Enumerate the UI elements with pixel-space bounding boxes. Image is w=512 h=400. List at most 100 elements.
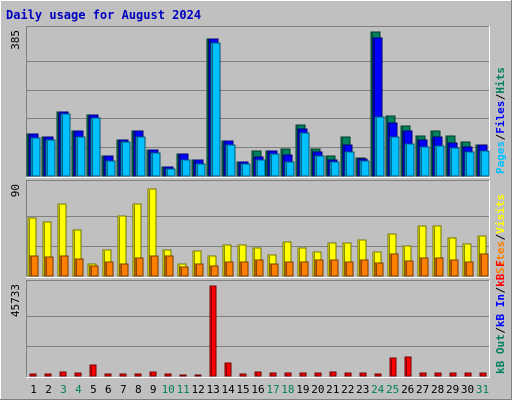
x-tick-label: 6 [105,383,112,396]
bar-kb-f [89,364,97,377]
panel-visits_sites: 90 Sites/Visits [9,180,507,278]
x-tick-label: 20 [311,383,324,396]
legend-item: Hits [494,67,507,94]
bar-kb-f [269,372,277,377]
bar-pages [374,116,385,177]
x-tick-label: 11 [177,383,190,396]
bar-kb-f [194,374,202,377]
bar-sites [254,259,264,277]
bar-kb-f [359,372,367,377]
bar-kb-f [314,372,322,377]
bar-kb-f [209,285,217,377]
x-tick-label: 31 [476,383,489,396]
legend-separator: / [494,287,507,294]
x-tick-label: 17 [266,383,279,396]
x-tick-label: 7 [120,383,127,396]
bar-kb-f [419,372,427,377]
bar-pages [479,150,490,177]
legend-separator: / [494,234,507,241]
bar-pages [464,151,475,177]
bar-sites [314,259,324,277]
x-tick-label: 5 [90,383,97,396]
bar-sites [479,253,489,277]
x-tick-label: 1 [30,383,37,396]
x-tick-label: 16 [251,383,264,396]
legend-item: Files [494,101,507,134]
bar-kb-f [104,373,112,377]
bar-pages [299,132,310,177]
bar-pages [449,147,460,177]
bar-sites [104,261,114,277]
bar-kb-f [119,373,127,377]
bars-visits_sites [27,188,489,277]
bar-pages [240,163,251,177]
bar-sites [224,261,234,277]
bar-sites [284,261,294,277]
bar-sites [329,259,339,277]
bar-sites [149,255,159,277]
x-tick-label: 4 [75,383,82,396]
bar-kb-f [449,372,457,377]
legend-kbytes: kB Out/kB In/kB F [494,260,507,374]
bar-pages [314,155,325,177]
bar-pages [210,42,221,177]
bar-kb-f [284,372,292,377]
x-tick-label: 9 [150,383,157,396]
x-tick-label: 19 [296,383,309,396]
bar-pages [255,159,266,177]
x-tick-label: 14 [221,383,235,396]
x-tick-label: 23 [356,383,369,396]
x-tick-label: 8 [135,383,142,396]
x-tick-label: 18 [281,383,294,396]
bar-sites [119,263,129,277]
legend-item: kB In [494,294,507,327]
bar-kb-f [299,372,307,377]
bar-kb-f [59,371,67,377]
x-tick-label: 25 [386,383,399,396]
bar-pages [389,136,400,177]
bar-pages [195,163,206,177]
y-max-label: 45733 [9,284,22,317]
bar-sites [449,259,459,277]
x-tick-label: 30 [461,383,474,396]
bar-pages [329,161,340,177]
bar-kb-f [479,372,487,377]
x-tick-label: 22 [341,383,354,396]
bar-kb-f [239,373,247,377]
legend-item: kB Out [494,334,507,374]
bar-sites [359,259,369,277]
x-tick-label: 12 [191,383,204,396]
x-tick-label: 29 [446,383,459,396]
bar-pages [105,160,116,177]
bar-sites [209,265,219,277]
bar-pages [30,137,41,177]
bar-kb-f [29,373,37,377]
x-tick-label: 26 [401,383,414,396]
legend-separator: / [494,134,507,141]
bar-pages [150,152,161,177]
bar-sites [299,261,309,277]
bar-pages [135,136,146,177]
bar-sites [44,256,54,277]
bar-pages [180,159,191,177]
bar-kb-f [74,372,82,377]
bar-kb-f [134,373,142,377]
bar-kb-f [254,371,262,377]
bar-pages [344,151,355,177]
legend-visits_sites: Sites/Visits [494,194,507,274]
bar-kb-f [224,362,232,377]
x-tick-label: 10 [162,383,175,396]
bar-pages [60,113,71,177]
bar-pages [269,153,280,177]
legend-separator: / [494,93,507,100]
bar-sites [374,262,384,277]
bar-kb-f [44,373,52,377]
bar-sites [194,263,204,277]
x-tick-label: 3 [60,383,67,396]
x-tick-label: 13 [206,383,219,396]
bar-sites [404,260,414,277]
